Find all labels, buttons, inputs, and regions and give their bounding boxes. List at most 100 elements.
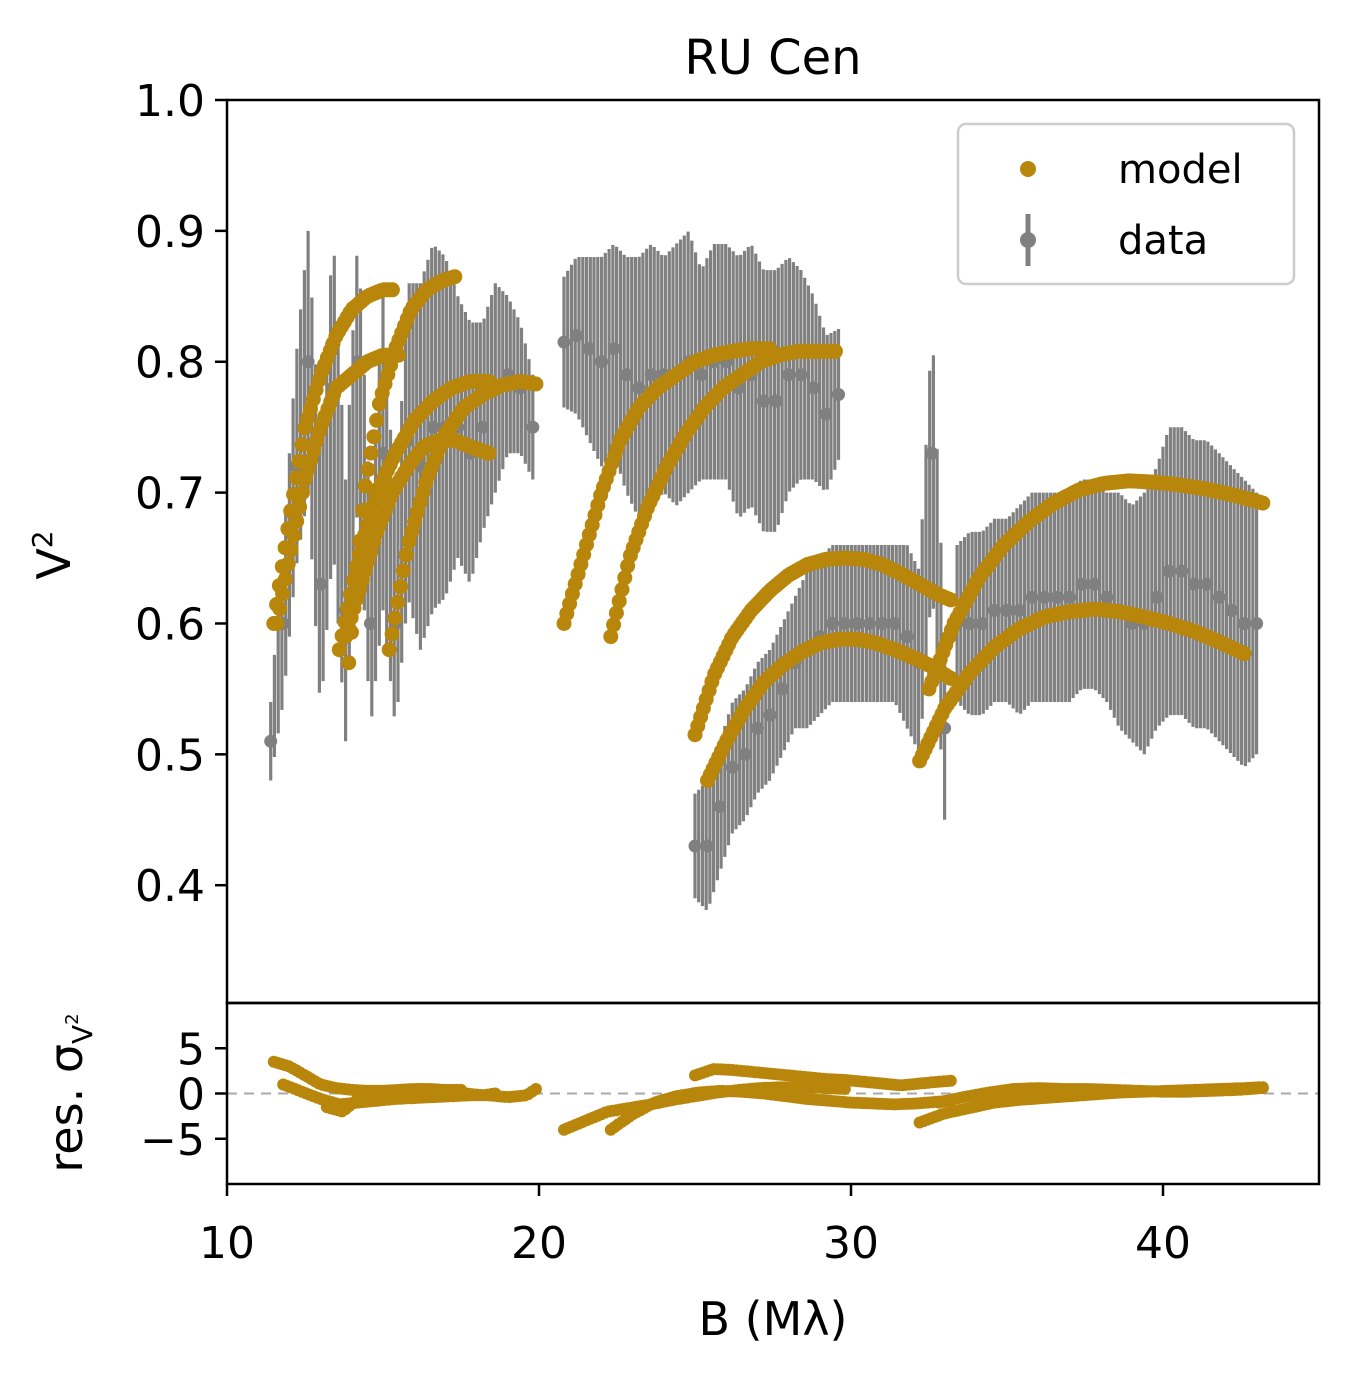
y-tick-label: 0.9 xyxy=(135,207,205,258)
data-point xyxy=(763,708,777,722)
model-point xyxy=(608,605,624,621)
y-tick-label: 0.5 xyxy=(135,730,205,781)
data-point xyxy=(1250,617,1264,630)
model-point xyxy=(384,626,400,642)
model-point xyxy=(369,412,385,428)
model-point xyxy=(827,343,843,359)
model-point xyxy=(277,571,293,587)
data-point xyxy=(713,800,727,814)
model-point xyxy=(614,582,630,597)
data-point xyxy=(1000,603,1014,617)
data-point xyxy=(832,388,845,401)
data-point xyxy=(1200,577,1214,591)
model-point xyxy=(363,445,379,461)
top-y-axis-label: V2 xyxy=(26,530,81,579)
data-point xyxy=(850,617,864,630)
data-point xyxy=(1013,603,1026,617)
y-tick-label: 0.4 xyxy=(135,861,205,912)
data-point xyxy=(863,617,877,630)
data-point xyxy=(1037,590,1051,604)
data-point xyxy=(701,839,714,853)
model-point xyxy=(1255,495,1271,511)
data-point xyxy=(644,368,658,382)
data-point xyxy=(1050,590,1064,604)
residual-point xyxy=(1256,1082,1269,1095)
model-point xyxy=(294,485,310,501)
x-tick-label: 30 xyxy=(823,1218,879,1269)
data-point xyxy=(988,603,1001,617)
data-point xyxy=(1150,590,1164,604)
legend-model-label: model xyxy=(1118,147,1243,193)
legend-frame xyxy=(956,122,1296,286)
model-point xyxy=(384,282,400,298)
data-point xyxy=(364,617,377,630)
model-point xyxy=(528,376,544,392)
model-point xyxy=(289,513,305,529)
x-tick-label: 20 xyxy=(511,1218,567,1269)
model-point xyxy=(603,629,619,645)
model-point xyxy=(341,655,357,671)
data-point xyxy=(963,617,977,630)
data-point xyxy=(594,355,608,369)
data-point xyxy=(264,734,278,748)
data-point xyxy=(476,420,490,434)
data-point xyxy=(825,617,839,630)
data-point xyxy=(426,420,440,434)
data-point xyxy=(838,617,852,630)
model-point xyxy=(943,592,959,608)
data-point xyxy=(775,682,789,696)
model-point xyxy=(292,499,308,515)
data-point xyxy=(1075,577,1089,591)
data-point xyxy=(1025,590,1039,604)
model-point xyxy=(286,527,302,543)
data-point xyxy=(694,368,708,382)
data-point xyxy=(1062,590,1076,604)
data-point xyxy=(314,577,328,591)
x-ticks: 10 20 30 40 xyxy=(199,1184,1191,1269)
data-point xyxy=(757,394,771,408)
data-point xyxy=(1087,577,1101,591)
y-tick-label: 0 xyxy=(177,1070,205,1121)
residual-points xyxy=(267,1055,1269,1136)
x-axis-label: B (Mλ) xyxy=(699,1292,848,1346)
y-tick-label: 0.8 xyxy=(135,338,205,389)
model-point xyxy=(387,610,403,626)
model-point xyxy=(381,642,397,658)
model-point xyxy=(269,616,285,631)
data-point xyxy=(632,381,646,395)
model-point xyxy=(390,594,406,610)
data-point xyxy=(582,342,596,356)
legend: model data xyxy=(956,122,1296,286)
data-point xyxy=(738,747,752,761)
model-point xyxy=(447,269,463,285)
chart-title: RU Cen xyxy=(684,30,861,86)
model-point xyxy=(366,429,382,445)
data-point xyxy=(557,335,571,349)
data-point xyxy=(619,368,633,382)
data-point xyxy=(900,630,914,644)
data-point xyxy=(1237,617,1251,630)
data-point xyxy=(819,407,833,421)
data-point xyxy=(1187,577,1201,591)
model-point xyxy=(272,601,288,617)
model-point xyxy=(393,579,408,595)
data-point xyxy=(769,394,783,408)
data-point xyxy=(1212,590,1226,604)
data-point xyxy=(875,617,889,630)
model-points xyxy=(266,269,1271,788)
y-tick-label: −5 xyxy=(140,1115,205,1166)
bottom-panel: 50−5 res. σV2 xyxy=(39,1001,1321,1186)
data-point xyxy=(888,617,902,630)
data-point xyxy=(782,368,796,382)
residual-point xyxy=(489,1087,502,1100)
data-point xyxy=(807,381,821,395)
data-point xyxy=(526,420,540,434)
model-point xyxy=(283,542,299,558)
data-error-bars xyxy=(269,230,1259,910)
y-tick-label: 0.6 xyxy=(135,599,205,650)
data-point xyxy=(750,721,764,735)
data-point xyxy=(1175,564,1189,578)
data-point xyxy=(1162,564,1176,578)
model-point xyxy=(275,586,291,602)
